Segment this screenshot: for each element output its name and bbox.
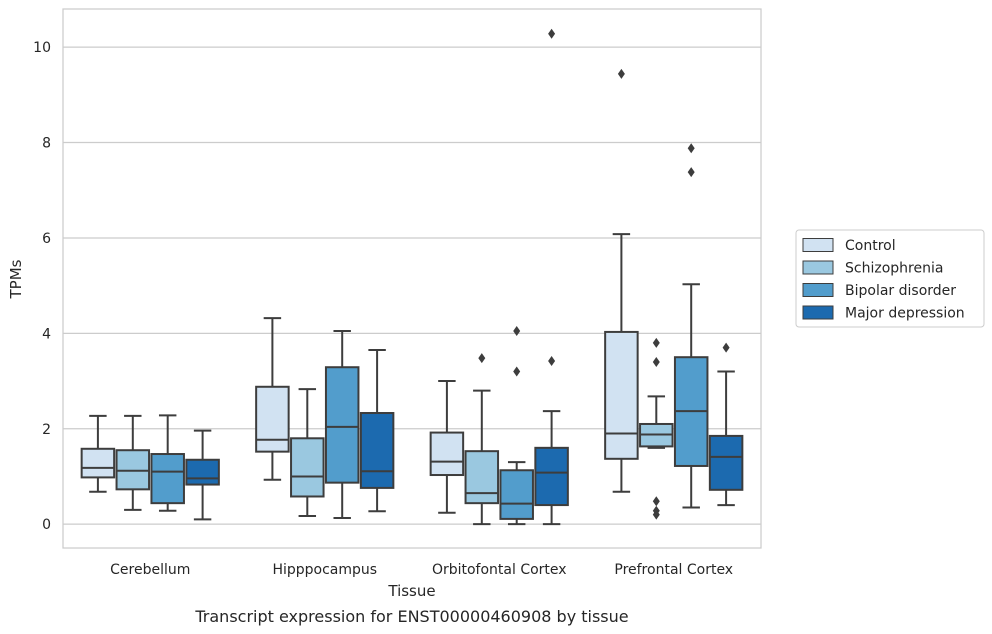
y-tick-label: 2 [42, 422, 51, 438]
legend-label: Major depression [845, 306, 965, 322]
outlier-point [617, 68, 625, 79]
legend-label: Bipolar disorder [845, 283, 956, 299]
box-major-depression [534, 28, 569, 526]
y-tick-labels: 0 2 4 6 8 10 [33, 40, 51, 533]
outlier-point [513, 325, 521, 336]
box [255, 385, 290, 453]
x-axis-label: Tissue [387, 582, 435, 600]
y-tick-label: 10 [33, 40, 51, 56]
box [150, 453, 185, 505]
y-tick-label: 8 [42, 136, 51, 152]
legend-label: Schizophrenia [845, 261, 943, 277]
legend-swatch [802, 283, 834, 297]
legend-swatch [802, 305, 834, 320]
y-axis-label: TPMs [7, 259, 25, 299]
outlier-point [513, 366, 521, 377]
outlier-point [687, 143, 695, 154]
legend-label: Control [845, 238, 896, 254]
x-tick-label: Prefrontal Cortex [614, 562, 733, 578]
box-control [80, 414, 116, 493]
box-major-depression [185, 429, 220, 521]
legend-frame [795, 229, 985, 328]
plot-frame [62, 8, 762, 549]
box [499, 469, 534, 520]
x-tick-label: Orbitofontal Cortex [432, 562, 567, 578]
outlier-point [652, 496, 660, 507]
x-tick-label: Cerebellum [110, 562, 190, 578]
box [708, 434, 744, 491]
box [290, 437, 325, 498]
gridlines [63, 46, 761, 525]
outlier-point [652, 337, 660, 348]
box [359, 412, 395, 489]
box-bipolar-disorder [499, 325, 534, 526]
outlier-point [548, 356, 556, 367]
outlier-point [722, 342, 730, 353]
legend: Control Schizophrenia Bipolar disorder Majo… [795, 229, 985, 328]
y-tick-label: 4 [42, 326, 51, 342]
box-bipolar-disorder [324, 329, 360, 519]
outlier-point [652, 356, 660, 367]
box-control [429, 380, 465, 514]
box [185, 458, 220, 486]
legend-swatch [802, 238, 834, 252]
box [324, 366, 360, 484]
outlier-point [687, 167, 695, 178]
box-schizophrenia [464, 353, 500, 526]
box [604, 330, 639, 460]
box [534, 446, 569, 507]
box-control [255, 317, 290, 481]
box-groups [80, 28, 744, 526]
box-schizophrenia [290, 388, 325, 518]
x-tick-label: Hipppocampus [272, 562, 377, 578]
outlier-point [652, 509, 660, 520]
outlier-point [478, 353, 486, 364]
y-tick-label: 6 [42, 231, 51, 247]
box [80, 447, 116, 479]
box-bipolar-disorder [150, 414, 185, 512]
box [464, 450, 500, 505]
box-bipolar-disorder [673, 143, 709, 509]
box-major-depression [708, 342, 744, 507]
y-tick-label: 0 [42, 517, 51, 533]
chart-caption: Transcript expression for ENST0000046090… [194, 607, 628, 626]
box-schizophrenia [639, 337, 674, 520]
box-control [604, 68, 639, 493]
legend-swatch [802, 260, 834, 275]
box [429, 431, 465, 477]
box-schizophrenia [115, 414, 151, 511]
box-major-depression [359, 349, 395, 513]
x-tick-labels: Cerebellum Hipppocampus Orbitofontal Corte… [110, 562, 733, 578]
outlier-point [548, 28, 556, 39]
